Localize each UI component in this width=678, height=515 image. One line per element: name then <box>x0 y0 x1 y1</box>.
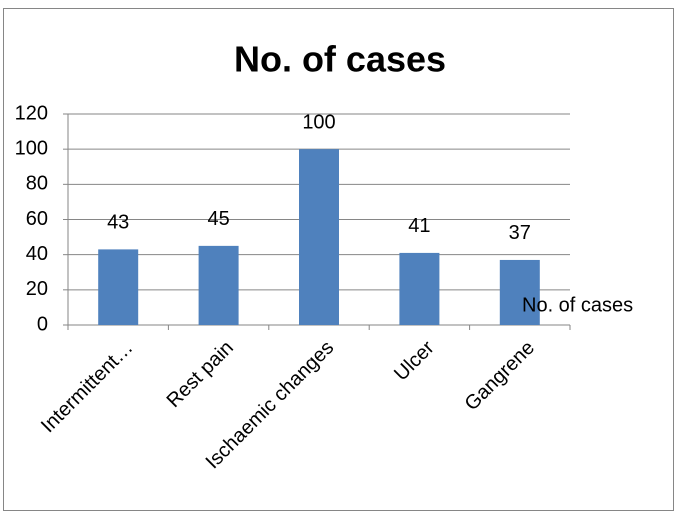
y-tick-label: 120 <box>15 102 48 124</box>
bar <box>198 245 239 325</box>
data-label: 100 <box>302 111 335 133</box>
y-tick-label: 40 <box>26 243 48 265</box>
data-label: 43 <box>107 212 129 234</box>
bar <box>299 149 339 325</box>
bar <box>399 252 440 325</box>
y-tick-label: 60 <box>26 208 48 230</box>
y-tick-label: 20 <box>26 278 48 300</box>
data-label: 41 <box>408 215 430 237</box>
y-tick-label: 80 <box>26 173 48 195</box>
bar <box>499 259 540 325</box>
data-label: 37 <box>509 222 531 244</box>
y-tick-label: 0 <box>37 313 48 335</box>
bar <box>98 249 139 325</box>
y-tick-label: 100 <box>15 137 48 159</box>
chart-title: No. of cases <box>234 39 446 80</box>
legend-label: No. of cases <box>522 294 633 316</box>
data-label: 45 <box>207 208 229 230</box>
